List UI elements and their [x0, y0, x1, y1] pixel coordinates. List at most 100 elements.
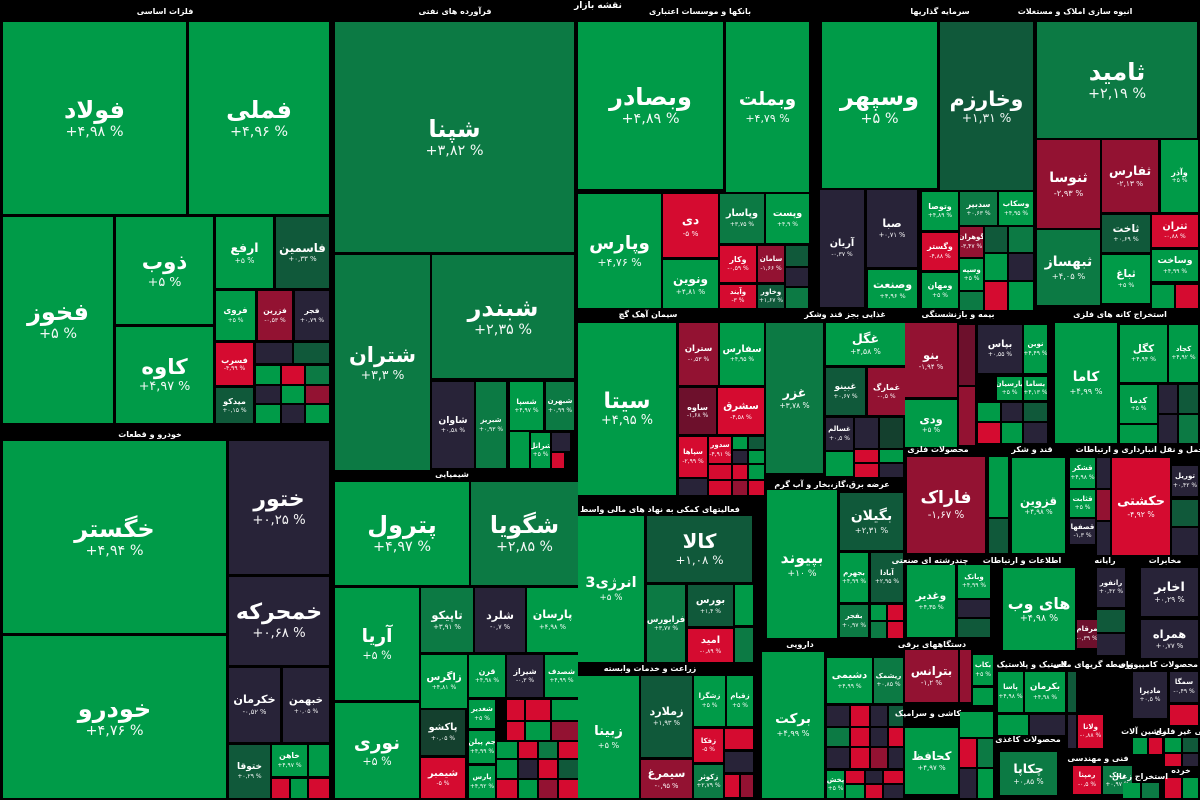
mini-tile[interactable] — [871, 748, 887, 768]
treemap-tile[interactable]: حکشتی -۴,۹۲ % — [1112, 458, 1170, 555]
mini-tile[interactable] — [978, 769, 993, 798]
mini-tile[interactable] — [1183, 754, 1198, 766]
treemap-tile[interactable]: ذوب +۵ % — [116, 217, 213, 324]
treemap-tile[interactable]: کچاد +۴,۹۲ % — [1169, 325, 1198, 382]
treemap-tile[interactable]: پارسان +۴,۹۸ % — [527, 588, 578, 652]
treemap-tile[interactable]: بگیلان +۲,۳۱ % — [840, 493, 903, 550]
treemap-tile[interactable]: فجر +۰,۷۹ % — [295, 291, 329, 340]
treemap-tile[interactable]: وساخت +۴,۹۹ % — [1152, 250, 1198, 281]
treemap-tile[interactable]: ومهان +۵ % — [922, 273, 958, 308]
treemap-tile[interactable]: فسرب -۴,۹۹ % — [216, 343, 253, 385]
treemap-tile[interactable]: پترول +۴,۹۷ % — [335, 482, 469, 585]
mini-tile[interactable] — [846, 771, 864, 783]
treemap-tile[interactable]: زفکا -۵ % — [694, 729, 723, 762]
mini-tile[interactable] — [510, 432, 529, 468]
mini-tile[interactable] — [989, 457, 1008, 517]
mini-tile[interactable] — [1068, 715, 1076, 748]
treemap-tile[interactable]: قصفها -۱,۳ % — [1070, 519, 1095, 544]
treemap-tile[interactable]: آبادا +۲,۹۵ % — [871, 553, 903, 602]
treemap-tile[interactable]: شیمبر -۵ % — [421, 758, 465, 798]
mini-tile[interactable] — [733, 481, 747, 495]
treemap-tile[interactable]: وآیند -۳ % — [720, 285, 756, 308]
treemap-tile[interactable]: وصنعت +۴,۹۶ % — [868, 270, 917, 308]
mini-tile[interactable] — [749, 451, 764, 463]
mini-tile[interactable] — [1159, 385, 1177, 413]
treemap-tile[interactable]: غبینو +۰,۶۷ % — [826, 368, 865, 415]
treemap-tile[interactable]: آریا +۵ % — [335, 588, 419, 700]
mini-tile[interactable] — [888, 622, 903, 638]
treemap-tile[interactable]: شرانل +۵ % — [531, 433, 550, 468]
treemap-tile[interactable]: قشکر +۴,۹۸ % — [1070, 458, 1095, 488]
mini-tile[interactable] — [978, 403, 1000, 421]
treemap-tile[interactable]: انرژی3 +۵ % — [578, 516, 644, 662]
treemap-tile[interactable]: شاوان +۰,۵۸ % — [432, 382, 474, 468]
mini-tile[interactable] — [1142, 783, 1159, 798]
mini-tile[interactable] — [1097, 458, 1110, 488]
treemap-tile[interactable]: سدبیر +۰,۶۳ % — [960, 192, 997, 225]
treemap-tile[interactable]: صبا +۰,۷۱ % — [867, 190, 917, 267]
treemap-tile[interactable]: ریشمک +۰,۸۵ % — [874, 658, 903, 703]
treemap-tile[interactable]: کاما +۴,۹۹ % — [1055, 323, 1117, 443]
mini-tile[interactable] — [1159, 415, 1177, 443]
mini-tile[interactable] — [1179, 385, 1198, 413]
mini-tile[interactable] — [526, 700, 550, 720]
mini-tile[interactable] — [855, 464, 878, 477]
treemap-tile[interactable]: قثابت +۵ % — [1070, 490, 1095, 517]
treemap-tile[interactable]: ختوقا +۰,۲۹ % — [229, 745, 270, 798]
treemap-tile[interactable]: غسالم +۰,۵ % — [826, 418, 853, 450]
treemap-tile[interactable]: خمحرکه +۰,۶۸ % — [229, 577, 329, 665]
mini-tile[interactable] — [871, 605, 886, 620]
treemap-tile[interactable]: کاوه +۴,۹۷ % — [116, 327, 213, 423]
treemap-tile[interactable]: رانفور +۰,۴۲ % — [1097, 568, 1125, 607]
treemap-tile[interactable]: کدما +۵ % — [1120, 385, 1157, 423]
treemap-tile[interactable]: وغدیر +۴,۳۵ % — [907, 565, 955, 637]
mini-tile[interactable] — [786, 268, 808, 286]
treemap-tile[interactable]: وخارزم +۱,۳۱ % — [940, 22, 1033, 190]
treemap-tile[interactable]: ثنوسا -۲,۹۳ % — [1037, 140, 1100, 228]
treemap-tile[interactable]: خاهن +۴,۹۷ % — [272, 745, 307, 776]
treemap-tile[interactable]: وبانک +۴,۹۹ % — [958, 565, 990, 598]
treemap-tile[interactable]: بنو -۱,۹۴ % — [905, 323, 957, 397]
mini-tile[interactable] — [1024, 423, 1047, 443]
treemap-tile[interactable]: بجهرم +۴,۹۹ % — [840, 553, 868, 602]
treemap-tile[interactable]: شپنا +۳,۸۲ % — [335, 22, 574, 252]
treemap-tile[interactable]: خگستر +۴,۹۴ % — [3, 441, 226, 633]
mini-tile[interactable] — [989, 519, 1008, 553]
mini-tile[interactable] — [735, 628, 753, 662]
treemap-tile[interactable]: رمپنا -۰,۵ % — [1073, 766, 1101, 794]
treemap-tile[interactable]: ولانا -۰,۸۸ % — [1078, 715, 1103, 748]
treemap-tile[interactable]: شغدیر +۵ % — [469, 700, 495, 728]
mini-tile[interactable] — [826, 452, 853, 476]
mini-tile[interactable] — [958, 600, 990, 617]
treemap-tile[interactable]: شتران +۳,۳ % — [335, 255, 430, 470]
mini-tile[interactable] — [978, 423, 1000, 443]
treemap-tile[interactable]: فروی +۵ % — [216, 291, 255, 340]
mini-tile[interactable] — [272, 779, 289, 798]
mini-tile[interactable] — [985, 282, 1007, 310]
mini-tile[interactable] — [256, 405, 280, 423]
treemap-tile[interactable]: شصدف +۴,۹۹ % — [545, 655, 578, 697]
mini-tile[interactable] — [1097, 490, 1110, 520]
mini-tile[interactable] — [1152, 285, 1174, 308]
treemap-tile[interactable]: سمگا -۰,۴۹ % — [1170, 672, 1198, 702]
treemap-tile[interactable]: مرقام -۰,۳۹ % — [1077, 620, 1097, 648]
mini-tile[interactable] — [871, 728, 887, 746]
mini-tile[interactable] — [978, 739, 993, 767]
mini-tile[interactable] — [960, 292, 983, 310]
mini-tile[interactable] — [1024, 403, 1047, 421]
mini-tile[interactable] — [735, 585, 753, 625]
mini-tile[interactable] — [306, 366, 329, 384]
treemap-tile[interactable]: زشگزا +۵ % — [694, 676, 725, 726]
mini-tile[interactable] — [497, 780, 517, 798]
treemap-tile[interactable]: بساما +۴,۱۳ % — [1024, 377, 1047, 400]
treemap-tile[interactable]: شیراز -۰,۳ % — [507, 655, 543, 697]
mini-tile[interactable] — [1097, 610, 1125, 632]
mini-tile[interactable] — [309, 779, 329, 798]
mini-tile[interactable] — [497, 742, 517, 758]
mini-tile[interactable] — [519, 742, 537, 758]
treemap-tile[interactable]: زبینا +۵ % — [578, 676, 639, 798]
mini-tile[interactable] — [1097, 522, 1110, 555]
treemap-tile[interactable]: فاسمین +۰,۳۳ % — [276, 217, 329, 288]
treemap-tile[interactable]: پارس +۴,۹۲ % — [469, 766, 495, 798]
treemap-tile[interactable]: ارفع +۵ % — [216, 217, 273, 288]
